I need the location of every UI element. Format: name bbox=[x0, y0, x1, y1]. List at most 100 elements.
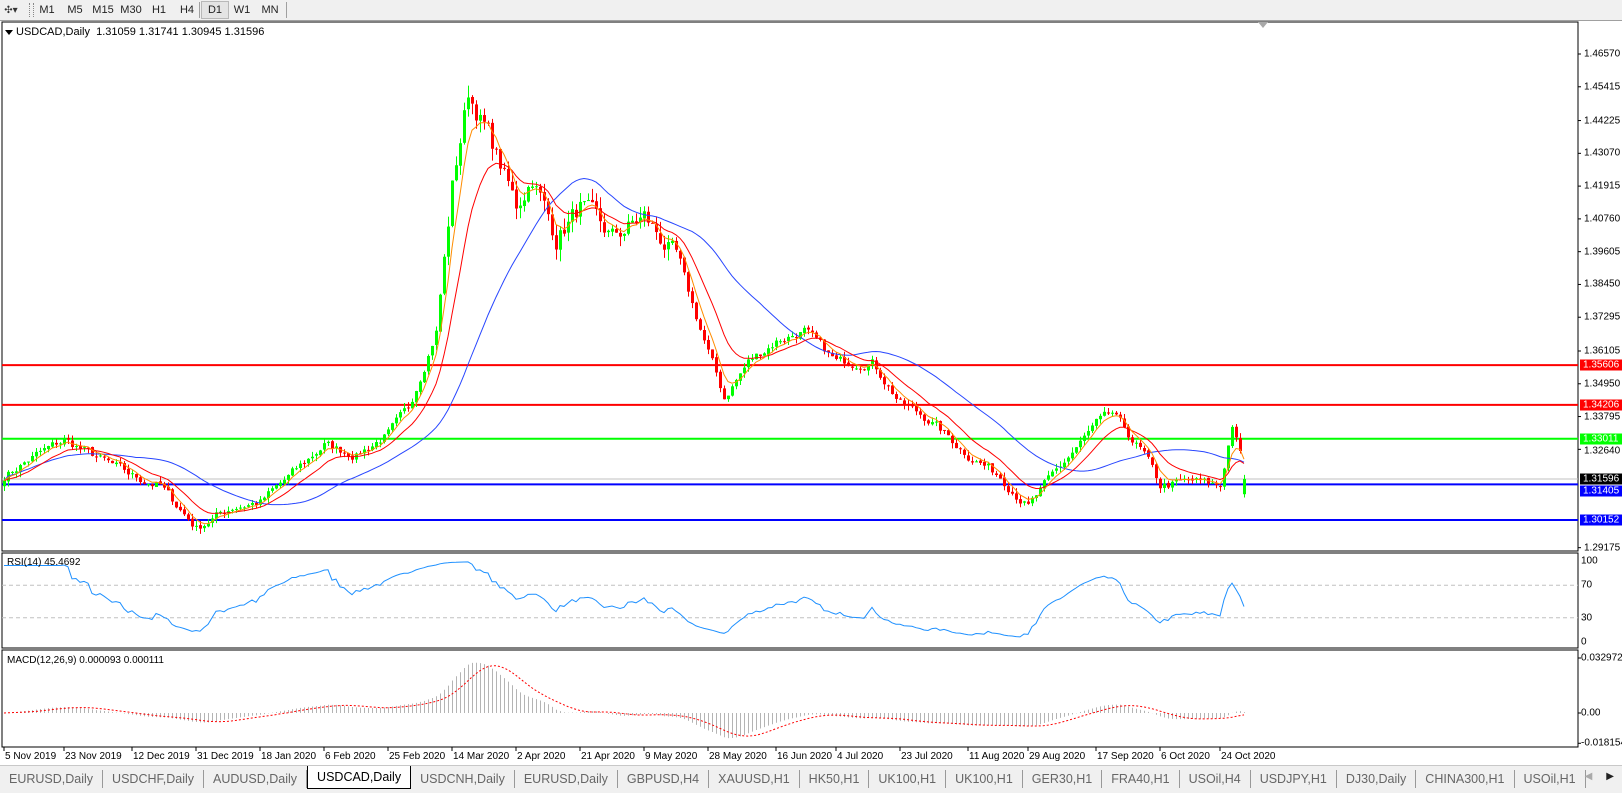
bull-candle bbox=[383, 434, 386, 442]
tab-hk50-h1[interactable]: HK50,H1 bbox=[800, 770, 870, 788]
bear-candle bbox=[923, 414, 926, 421]
bear-candle bbox=[891, 385, 894, 395]
tab-usdjpy-h1[interactable]: USDJPY,H1 bbox=[1251, 770, 1337, 788]
tab-gbpusd-h4[interactable]: GBPUSD,H4 bbox=[618, 770, 710, 788]
timeframe-d1[interactable]: D1 bbox=[201, 1, 229, 19]
bear-candle bbox=[1119, 414, 1122, 418]
timeframe-h4[interactable]: H4 bbox=[179, 4, 195, 16]
bear-candle bbox=[331, 441, 334, 449]
bear-candle bbox=[711, 349, 714, 359]
bull-candle bbox=[1047, 475, 1050, 480]
bear-candle bbox=[179, 506, 182, 511]
bear-candle bbox=[407, 407, 410, 409]
tab-dj30-daily[interactable]: DJ30,Daily bbox=[1337, 770, 1417, 788]
timeframe-w1[interactable]: W1 bbox=[233, 4, 251, 16]
bull-candle bbox=[451, 180, 454, 226]
date-tick-label: 2 Apr 2020 bbox=[517, 751, 566, 762]
bull-candle bbox=[1099, 415, 1102, 420]
date-tick-label: 16 Jun 2020 bbox=[777, 751, 833, 762]
timeframe-toolbar: ✣▾ M1 M5 M15 M30 H1 H4 D1 W1 MN bbox=[0, 0, 1622, 21]
bull-candle bbox=[291, 468, 294, 476]
tab-usoil-h4[interactable]: USOil,H4 bbox=[1180, 770, 1251, 788]
bear-candle bbox=[647, 211, 650, 223]
bear-candle bbox=[619, 232, 622, 237]
tab-usdcad-daily[interactable]: USDCAD,Daily bbox=[307, 766, 412, 789]
tab-eurusd-daily[interactable]: EURUSD,Daily bbox=[515, 770, 618, 788]
chart-menu-triangle-icon[interactable] bbox=[5, 30, 13, 35]
tab-usoil-h1[interactable]: USOil,H1 bbox=[1515, 770, 1586, 788]
bear-candle bbox=[951, 435, 954, 444]
arrow-left-icon[interactable]: ◀ bbox=[1584, 771, 1593, 782]
bull-candle bbox=[1067, 457, 1070, 462]
price-tick-label: 1.39605 bbox=[1584, 246, 1621, 258]
bear-candle bbox=[679, 250, 682, 259]
tab-fra40-h1[interactable]: FRA40,H1 bbox=[1102, 770, 1180, 788]
price-tick-label: 1.37295 bbox=[1584, 311, 1621, 323]
bear-candle bbox=[591, 199, 594, 203]
bear-candle bbox=[79, 445, 82, 449]
macd-tick-label: 0.00 bbox=[1581, 707, 1601, 719]
bear-candle bbox=[635, 221, 638, 224]
bear-candle bbox=[675, 240, 678, 250]
bull-candle bbox=[227, 511, 230, 514]
bull-candle bbox=[1087, 430, 1090, 436]
crosshair-cursor-icon[interactable]: ✣▾ bbox=[4, 4, 18, 16]
bull-candle bbox=[1111, 412, 1114, 414]
bear-candle bbox=[1015, 493, 1018, 500]
bull-candle bbox=[479, 114, 482, 121]
timeframe-m1[interactable]: M1 bbox=[39, 4, 55, 16]
date-tick-label: 29 Aug 2020 bbox=[1029, 751, 1086, 762]
bull-candle bbox=[275, 485, 278, 489]
tab-xauusd-h1[interactable]: XAUUSD,H1 bbox=[709, 770, 800, 788]
bear-candle bbox=[507, 169, 510, 182]
bear-candle bbox=[703, 330, 706, 341]
tab-ger30-h1[interactable]: GER30,H1 bbox=[1023, 770, 1103, 788]
bull-candle bbox=[1075, 447, 1078, 453]
bear-candle bbox=[903, 400, 906, 405]
tab-eurusd-daily[interactable]: EURUSD,Daily bbox=[0, 770, 104, 788]
chart-tabs: EURUSD,Daily USDCHF,Daily AUDUSD,Daily USDC… bbox=[0, 765, 1622, 793]
bull-candle bbox=[775, 340, 778, 347]
tab-usdchf-daily[interactable]: USDCHF,Daily bbox=[103, 770, 204, 788]
timeframe-m5[interactable]: M5 bbox=[67, 4, 83, 16]
bull-candle bbox=[803, 327, 806, 334]
bear-candle bbox=[515, 189, 518, 209]
price-tick-label: 1.32640 bbox=[1584, 445, 1621, 457]
tab-uk100-h1[interactable]: UK100,H1 bbox=[946, 770, 1023, 788]
toolbar-grip[interactable] bbox=[29, 3, 34, 17]
date-tick-label: 18 Jan 2020 bbox=[261, 751, 317, 762]
bear-candle bbox=[943, 429, 946, 431]
bull-candle bbox=[583, 201, 586, 203]
timeframe-m30[interactable]: M30 bbox=[120, 4, 142, 16]
bear-candle bbox=[979, 460, 982, 463]
toolbar-separator bbox=[199, 2, 200, 18]
timeframe-h1[interactable]: H1 bbox=[151, 4, 167, 16]
bull-candle bbox=[739, 373, 742, 381]
tab-audusd-daily[interactable]: AUDUSD,Daily bbox=[204, 770, 308, 788]
bull-candle bbox=[319, 450, 322, 456]
bear-candle bbox=[995, 473, 998, 476]
bear-candle bbox=[1131, 437, 1134, 443]
bull-candle bbox=[379, 442, 382, 444]
date-tick-label: 31 Dec 2019 bbox=[197, 751, 254, 762]
tab-uk100-h1[interactable]: UK100,H1 bbox=[869, 770, 947, 788]
bull-candle bbox=[1083, 435, 1086, 441]
arrow-right-icon[interactable]: ▶ bbox=[1606, 771, 1614, 782]
bull-candle bbox=[311, 456, 314, 459]
price-tick-label: 1.36105 bbox=[1584, 345, 1621, 357]
bear-candle bbox=[983, 461, 986, 466]
timeframe-mn[interactable]: MN bbox=[261, 4, 279, 16]
macd-panel bbox=[1, 649, 1579, 748]
chart-canvas[interactable] bbox=[0, 0, 1622, 765]
timeframe-m15[interactable]: M15 bbox=[92, 4, 114, 16]
bear-candle bbox=[347, 452, 350, 457]
bear-candle bbox=[1155, 464, 1158, 479]
tab-china300-h1[interactable]: CHINA300,H1 bbox=[1416, 770, 1515, 788]
bull-candle bbox=[1163, 483, 1166, 488]
bull-candle bbox=[283, 479, 286, 484]
bear-candle bbox=[171, 489, 174, 502]
tab-usdcnh-daily[interactable]: USDCNH,Daily bbox=[411, 770, 515, 788]
bull-candle bbox=[207, 523, 210, 527]
chart-shift-marker-icon[interactable] bbox=[1258, 22, 1268, 28]
bear-candle bbox=[879, 370, 882, 378]
